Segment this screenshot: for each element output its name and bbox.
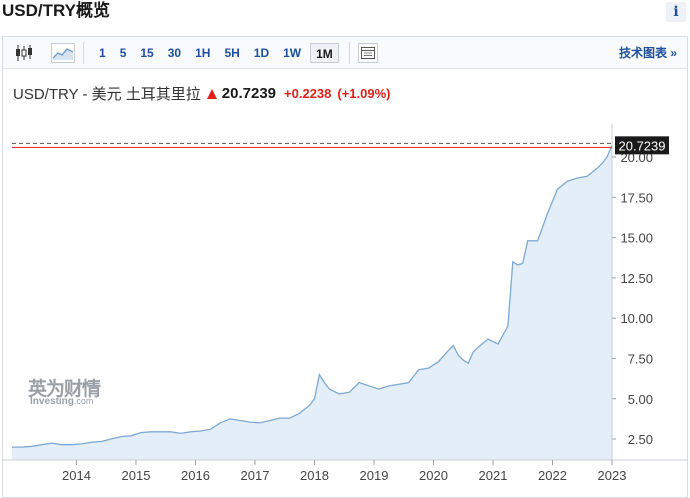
table-view-icon[interactable] — [357, 42, 378, 63]
x-tick-label: 2021 — [479, 468, 508, 483]
chart-toolbar: 1 5 15 30 1H 5H 1D 1W 1M 技术图表 » — [3, 37, 687, 69]
timeframe-1d[interactable]: 1D — [253, 45, 270, 60]
quote-header: USD/TRY - 美元 土耳其里拉 20.7239 +0.2238 (+1.0… — [13, 83, 391, 104]
area-fill — [12, 145, 612, 460]
page-title: USD/TRY概览 — [2, 1, 110, 20]
toolbar-divider — [348, 41, 350, 64]
instrument-name: USD/TRY - 美元 土耳其里拉 — [13, 86, 201, 103]
watermark-domain: .com — [73, 396, 94, 406]
x-tick-label: 2018 — [300, 468, 329, 483]
timeframe-15[interactable]: 15 — [140, 45, 154, 60]
timeframe-1[interactable]: 1 — [99, 45, 106, 60]
tech-chart-link[interactable]: 技术图表 » — [618, 46, 677, 60]
x-tick-label: 2014 — [62, 468, 91, 483]
x-tick-label: 2017 — [241, 468, 270, 483]
x-tick-label: 2023 — [598, 468, 627, 483]
watermark-logo: 英为财情 — [28, 379, 101, 400]
y-tick-label: 15.00 — [620, 231, 653, 246]
x-tick-label: 2020 — [419, 468, 448, 483]
y-tick-label: 7.50 — [628, 351, 653, 366]
x-tick-label: 2022 — [538, 468, 567, 483]
x-tick-label: 2019 — [360, 468, 389, 483]
up-arrow-icon — [206, 88, 217, 99]
timeframe-1m[interactable]: 1M — [310, 42, 339, 63]
y-tick-label: 10.00 — [620, 311, 653, 326]
x-tick-label: 2016 — [181, 468, 210, 483]
last-price-label: 20.7239 — [619, 138, 666, 153]
x-tick-label: 2015 — [122, 468, 151, 483]
last-price-box — [615, 136, 669, 155]
watermark-logo-en: Investing.com — [30, 396, 93, 407]
y-tick-label: 12.50 — [620, 271, 653, 286]
info-icon[interactable]: i — [666, 2, 686, 22]
price-change: +0.2238 — [284, 86, 332, 101]
watermark-brand: Investing — [30, 396, 74, 407]
y-tick-label: 5.00 — [628, 392, 653, 407]
price-change-percent: (+1.09%) — [337, 86, 391, 101]
area-chart-icon[interactable] — [51, 42, 75, 63]
timeframe-5h[interactable]: 5H — [224, 45, 240, 60]
timeframe-1w[interactable]: 1W — [283, 45, 302, 60]
last-price: 20.7239 — [221, 85, 277, 102]
candlestick-chart-icon[interactable] — [13, 43, 35, 63]
timeframe-30[interactable]: 30 — [167, 45, 182, 60]
y-tick-label: 2.50 — [628, 432, 653, 447]
timeframe-5[interactable]: 5 — [119, 45, 127, 60]
toolbar-divider — [83, 41, 84, 64]
timeframe-1h[interactable]: 1H — [195, 45, 211, 60]
y-tick-label: 17.50 — [620, 190, 653, 205]
price-series-line — [12, 145, 613, 448]
